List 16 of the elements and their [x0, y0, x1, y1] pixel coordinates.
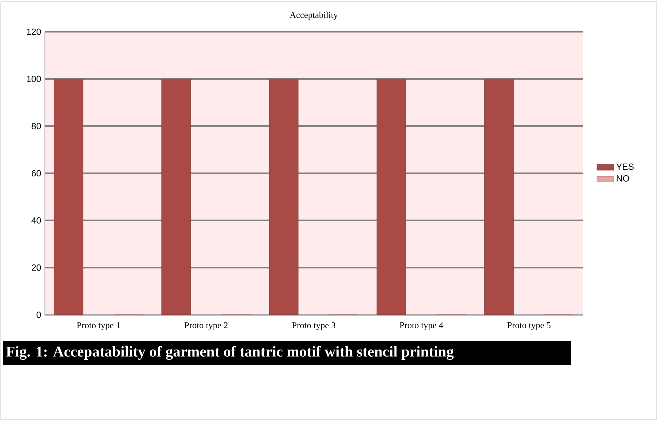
y-tick-label: 40 — [32, 217, 42, 224]
y-tick-label: 0 — [36, 312, 42, 318]
y-tick-label: 60 — [32, 170, 42, 177]
legend-label: YES — [616, 164, 634, 170]
legend-label: NO — [617, 175, 630, 182]
x-tick-label: Proto type 5 — [508, 322, 551, 330]
x-tick-label: Proto type 3 — [292, 322, 336, 330]
caption: Fig. 1: Accepatability of garment of tantric motif with stencil printing — [6, 346, 454, 360]
x-tick-label: Proto type 2 — [184, 322, 228, 330]
x-tick-label: Proto type 4 — [400, 322, 444, 330]
y-tick-label: 100 — [27, 76, 42, 82]
chart-title: Acceptability — [290, 12, 338, 20]
y-tick-label: 120 — [27, 28, 42, 36]
y-tick-label: 80 — [32, 123, 42, 130]
y-tick-label: 20 — [32, 264, 42, 272]
x-tick-label: Proto type 1 — [77, 322, 120, 330]
